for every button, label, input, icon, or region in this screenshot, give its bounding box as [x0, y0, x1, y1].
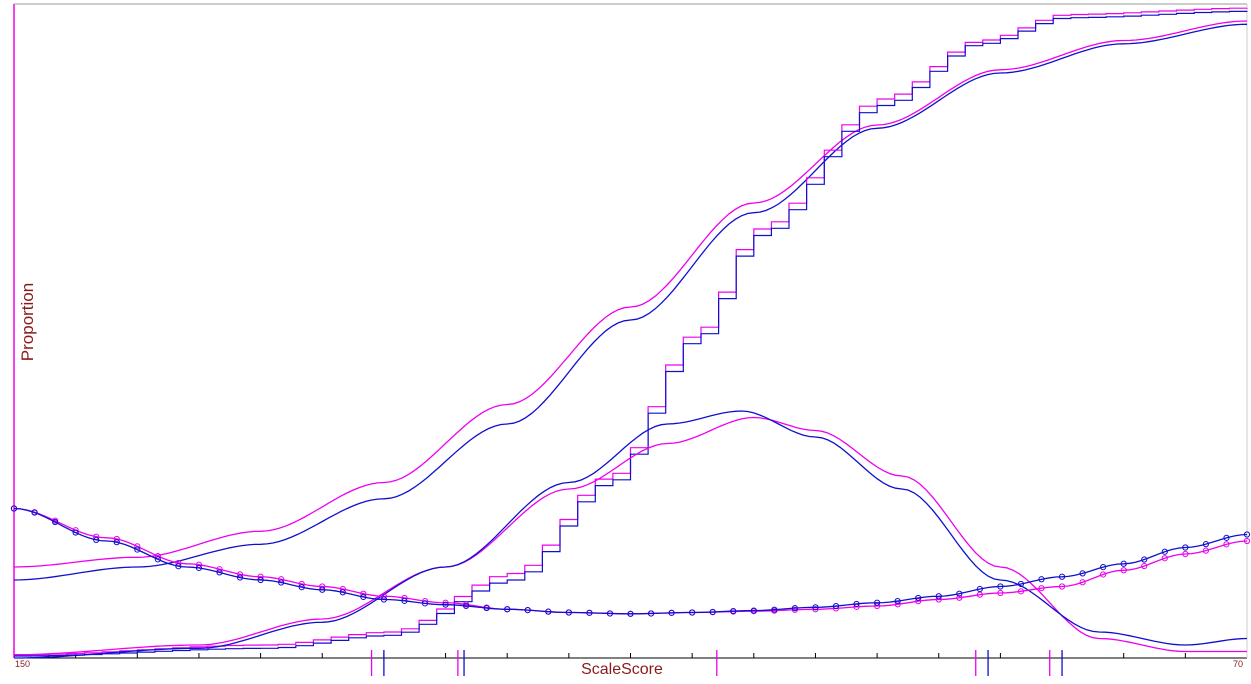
- series-point: [113, 539, 120, 546]
- series-point: [1202, 547, 1210, 554]
- series-point: [956, 590, 963, 597]
- series-point: [730, 607, 737, 615]
- series-point: [647, 610, 655, 617]
- series-point: [1223, 541, 1230, 548]
- rug-marks: [370, 650, 1063, 676]
- series-point: [483, 604, 490, 612]
- series-point: [278, 579, 285, 586]
- series-point: [1100, 564, 1107, 571]
- series-point: [1017, 580, 1025, 588]
- series-point: [915, 594, 922, 602]
- series-point: [791, 605, 799, 612]
- series-point: [1120, 560, 1127, 567]
- series-line-7: [13, 507, 1248, 615]
- series-point: [1100, 571, 1107, 578]
- series-point: [997, 583, 1004, 590]
- series-step-2: [14, 7, 1248, 656]
- series-point: [1243, 531, 1251, 538]
- series-point: [1058, 583, 1066, 590]
- series-point: [195, 564, 203, 572]
- series-point: [1161, 548, 1168, 555]
- series-point: [52, 518, 59, 526]
- series-point: [154, 556, 161, 563]
- series-point: [401, 597, 408, 604]
- series-point: [1182, 550, 1189, 558]
- series-group: [10, 7, 1251, 659]
- series-point: [956, 594, 963, 601]
- series-point: [812, 606, 819, 613]
- series-point: [812, 604, 819, 611]
- series-point: [586, 609, 593, 616]
- series-point: [1079, 570, 1086, 577]
- series-point: [1141, 562, 1148, 570]
- series-point: [894, 597, 901, 605]
- series-point: [339, 589, 346, 596]
- series-point: [545, 608, 552, 615]
- series-point: [72, 529, 79, 536]
- series-point: [997, 589, 1004, 597]
- series-point: [1120, 567, 1127, 574]
- series-line-5: [14, 410, 1248, 659]
- series-point: [134, 546, 141, 553]
- series-point: [524, 606, 531, 614]
- series-point: [298, 584, 305, 591]
- series-point: [504, 606, 511, 613]
- series-point: [832, 603, 840, 610]
- series-point: [750, 607, 757, 614]
- series-point: [319, 586, 326, 593]
- series-line-4: [13, 416, 1247, 656]
- series-point: [1038, 576, 1045, 583]
- series-point: [380, 596, 387, 603]
- series-point: [1182, 544, 1189, 551]
- series-point: [668, 609, 675, 616]
- series-point: [31, 509, 38, 516]
- series-point: [360, 593, 367, 601]
- series-point: [175, 563, 182, 570]
- series-point: [1161, 555, 1168, 562]
- series-point: [463, 602, 470, 609]
- series-point: [113, 535, 120, 543]
- series-point: [257, 576, 264, 584]
- series-point: [1223, 534, 1230, 541]
- x-tick-label-min: 150: [15, 659, 31, 669]
- series-line-1: [13, 23, 1248, 581]
- series-point: [771, 606, 778, 613]
- series-point: [976, 585, 983, 593]
- series-point: [339, 585, 346, 593]
- series-point: [195, 561, 203, 568]
- x-ticks: [75, 653, 1186, 658]
- series-point: [935, 593, 942, 600]
- series-point: [1202, 541, 1210, 548]
- series-point: [10, 505, 18, 512]
- series-point: [236, 574, 244, 581]
- series-point: [421, 600, 429, 607]
- series-point: [565, 609, 572, 616]
- series-point: [93, 536, 100, 543]
- series-point: [1079, 579, 1086, 586]
- x-axis-title: ScaleScore: [581, 661, 663, 678]
- series-point: [874, 599, 881, 606]
- series-point: [1038, 585, 1045, 592]
- series-point: [442, 601, 449, 608]
- series-point: [1058, 573, 1066, 580]
- series-point: [627, 610, 634, 617]
- series-point: [216, 569, 223, 576]
- series-point: [606, 610, 614, 617]
- series-point: [1141, 556, 1148, 563]
- series-point: [1243, 537, 1251, 545]
- series-point: [1017, 588, 1025, 595]
- series-point: [894, 601, 901, 608]
- x-tick-label-max: 70: [1232, 659, 1243, 669]
- series-step-3: [14, 10, 1248, 657]
- series-point: [319, 583, 326, 590]
- series-point: [853, 600, 860, 608]
- series-line-0: [13, 20, 1248, 568]
- y-axis-title: Proportion: [18, 282, 37, 362]
- series-line-6: [13, 507, 1248, 615]
- series-point: [709, 608, 716, 616]
- series-point: [689, 609, 696, 616]
